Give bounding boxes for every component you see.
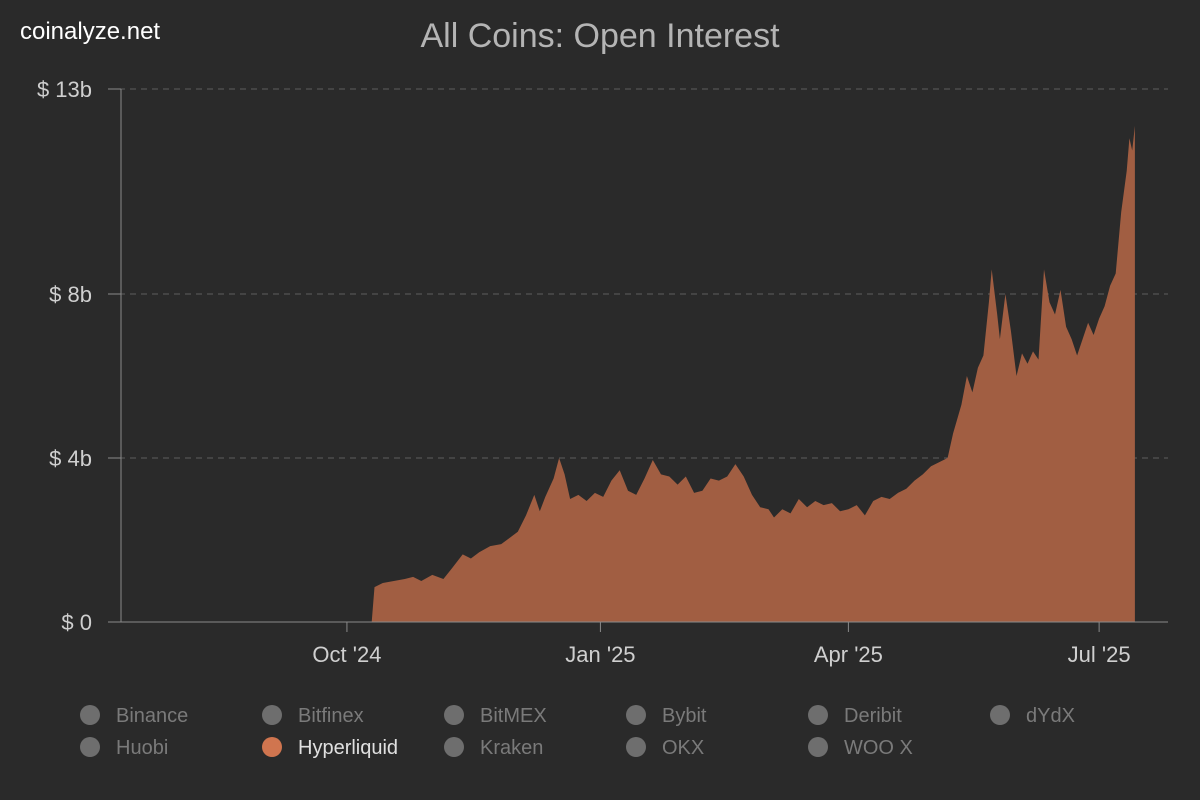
legend-item-kraken[interactable]: Kraken [480, 737, 543, 759]
legend-marker-huobi[interactable] [80, 737, 100, 757]
legend-marker-binance[interactable] [80, 705, 100, 725]
legend-item-binance[interactable]: Binance [116, 705, 188, 727]
legend-marker-dydx[interactable] [990, 705, 1010, 725]
legend-marker-deribit[interactable] [808, 705, 828, 725]
y-tick-label: $ 13b [37, 77, 92, 102]
legend-item-bitfinex[interactable]: Bitfinex [298, 705, 364, 727]
legend-marker-kraken[interactable] [444, 737, 464, 757]
legend-item-woo-x[interactable]: WOO X [844, 737, 913, 759]
legend-item-huobi[interactable]: Huobi [116, 737, 168, 759]
legend-marker-okx[interactable] [626, 737, 646, 757]
series-area-layer [371, 125, 1135, 623]
legend-marker-woo-x[interactable] [808, 737, 828, 757]
x-tick-label: Apr '25 [814, 642, 883, 667]
x-axis-ticks: Oct '24 Jan '25 Apr '25 Jul '25 [312, 622, 1131, 667]
y-tick-label: $ 8b [49, 282, 92, 307]
legend: Binance Bitfinex BitMEX Bybit Deribit dYdX Huo… [80, 705, 1075, 759]
x-tick-label: Oct '24 [312, 642, 381, 667]
axes [108, 89, 1168, 623]
legend-item-dydx[interactable]: dYdX [1026, 705, 1075, 727]
legend-marker-bitmex[interactable] [444, 705, 464, 725]
legend-item-deribit[interactable]: Deribit [844, 705, 902, 727]
x-tick-label: Jan '25 [565, 642, 635, 667]
legend-item-okx[interactable]: OKX [662, 737, 704, 759]
x-tick-label: Jul '25 [1068, 642, 1131, 667]
series-area-hyperliquid [371, 125, 1135, 623]
legend-marker-hyperliquid[interactable] [262, 737, 282, 757]
y-axis-ticks: $ 0 $ 4b $ 8b $ 13b [37, 77, 121, 635]
legend-item-bitmex[interactable]: BitMEX [480, 705, 547, 727]
legend-marker-bitfinex[interactable] [262, 705, 282, 725]
y-tick-label: $ 0 [61, 610, 92, 635]
legend-item-hyperliquid[interactable]: Hyperliquid [298, 737, 398, 759]
legend-item-bybit[interactable]: Bybit [662, 705, 707, 727]
y-tick-label: $ 4b [49, 446, 92, 471]
chart-title: All Coins: Open Interest [420, 17, 780, 55]
brand-watermark: coinalyze.net [20, 18, 160, 45]
legend-marker-bybit[interactable] [626, 705, 646, 725]
